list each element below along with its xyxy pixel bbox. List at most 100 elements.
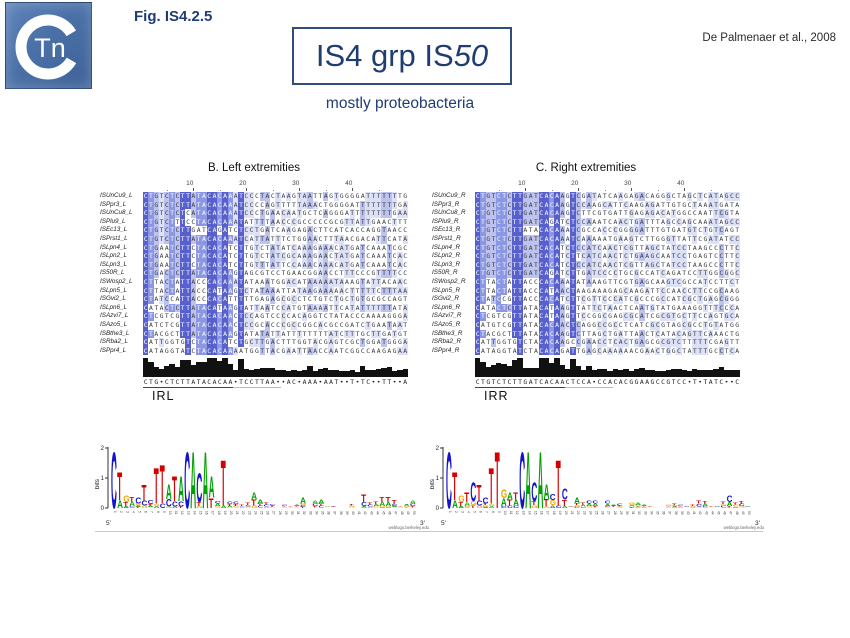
svg-text:T: T: [678, 506, 684, 507]
sequence-name: ISLpn3_L: [100, 260, 127, 268]
histogram-bar: [148, 362, 154, 377]
sequence-name: ISRba2_R: [432, 338, 462, 346]
histogram-bar: [623, 369, 629, 377]
sequence-name: ISPlu9_L: [100, 217, 126, 225]
consensus-sequence: CTGTCTCTTGATCACAACTCCA•CCACACGGAAGCCGTCC…: [475, 378, 740, 388]
alignment-row: ISLpn4_L CTGAATCTTCTACACATCTTGTCTATATCAAA…: [100, 243, 408, 253]
svg-text:A: A: [123, 506, 130, 508]
histogram-bar: [354, 372, 361, 377]
ruler-tick-label: 30: [292, 180, 300, 187]
alignment-row: ISLpn3_R CTGTCTCTTGATCACATCTCCATCAACTCGTT…: [432, 260, 740, 270]
svg-text:43: 43: [704, 511, 708, 515]
svg-text:G: G: [251, 505, 258, 509]
svg-text:18: 18: [552, 511, 556, 515]
svg-text:8: 8: [156, 511, 160, 513]
sequence-name: ISWosp2_R: [432, 277, 466, 285]
svg-text:34: 34: [314, 511, 318, 515]
histogram-bar: [718, 367, 724, 377]
svg-text:A: A: [294, 505, 301, 507]
histogram-bar: [475, 358, 481, 377]
svg-text:50: 50: [747, 511, 751, 515]
histogram-bar: [570, 359, 576, 377]
svg-text:C: C: [458, 507, 465, 508]
svg-text:42: 42: [698, 511, 702, 515]
histogram-bar: [649, 370, 656, 377]
svg-text:C: C: [233, 501, 240, 505]
alignment-row: ISGvi2_L CTATCCATTACCCACATTTTTGAGAGCGCCTC…: [100, 295, 408, 304]
histogram-bar: [195, 362, 202, 377]
svg-text:T: T: [233, 504, 238, 507]
svg-text:C: C: [501, 506, 508, 509]
svg-text:G: G: [721, 504, 728, 507]
svg-text:45: 45: [381, 511, 385, 515]
histogram-bar: [533, 368, 539, 377]
histogram-bar: [660, 371, 666, 377]
svg-text:C: C: [464, 507, 471, 508]
svg-text:C: C: [721, 506, 728, 509]
histogram-bar: [697, 370, 703, 377]
histogram-bar: [580, 370, 587, 377]
svg-text:C: C: [477, 499, 483, 507]
svg-text:G: G: [166, 507, 173, 509]
svg-text:11: 11: [174, 511, 178, 515]
svg-text:44: 44: [375, 511, 379, 515]
svg-text:T: T: [647, 507, 653, 508]
logo-ytick: 2: [436, 446, 440, 452]
svg-text:17: 17: [546, 511, 550, 515]
svg-text:A: A: [733, 507, 740, 508]
logo-ytick: 0: [101, 506, 105, 512]
svg-text:33: 33: [308, 511, 312, 515]
histogram-bar: [185, 360, 191, 377]
svg-text:G: G: [477, 505, 484, 509]
histogram-bar: [397, 370, 403, 377]
ruler-dot: [657, 190, 659, 191]
ruler-tick-label: 40: [345, 180, 353, 187]
svg-text:14: 14: [527, 511, 531, 515]
logo-ytick: 2: [101, 446, 105, 452]
svg-text:G: G: [678, 508, 685, 509]
svg-text:48: 48: [735, 511, 739, 515]
svg-text:A: A: [678, 507, 685, 508]
sequence-name: IS50R_L: [100, 269, 125, 277]
sequence-name: ISPpr4_R: [432, 346, 460, 354]
svg-text:15: 15: [198, 511, 202, 515]
histogram-bar: [586, 366, 592, 377]
svg-text:T: T: [702, 501, 707, 505]
svg-text:47: 47: [729, 511, 733, 515]
svg-text:G: G: [392, 507, 399, 508]
svg-text:C: C: [215, 501, 221, 505]
alignment-row: ISPrst1_R CTGTCTCTTGATCACAAATCAAAAATGAAGT…: [432, 234, 740, 244]
sequence-name: ISBthe3_L: [100, 329, 130, 337]
svg-text:21: 21: [570, 511, 574, 515]
sequence-name: ISGvi2_R: [432, 295, 459, 303]
svg-text:G: G: [574, 505, 581, 507]
svg-text:G: G: [300, 504, 307, 506]
svg-text:T: T: [227, 504, 232, 507]
svg-text:49: 49: [406, 511, 410, 515]
sequence-name: ISPpr3_L: [100, 200, 127, 208]
ruler-tick-label: 10: [518, 180, 526, 187]
svg-text:A: A: [148, 506, 155, 508]
svg-text:C: C: [331, 507, 337, 508]
histogram-bar: [723, 370, 730, 377]
histogram-bar: [402, 369, 408, 377]
svg-text:T: T: [386, 495, 391, 504]
histogram-bar: [480, 362, 486, 377]
histogram-bar: [639, 368, 645, 377]
svg-text:T: T: [452, 465, 457, 509]
svg-text:C: C: [239, 506, 246, 507]
svg-text:T: T: [495, 437, 500, 526]
svg-text:C: C: [519, 437, 525, 526]
svg-text:A: A: [245, 507, 252, 508]
svg-text:C: C: [733, 507, 739, 508]
alignment-row: IS50R_L CTGACTCTTATACACAAGTAGCGTCCTGAACGG…: [100, 269, 408, 278]
svg-text:T: T: [257, 503, 262, 506]
svg-text:7: 7: [485, 511, 489, 513]
svg-text:G: G: [739, 506, 746, 508]
svg-text:6: 6: [479, 511, 483, 513]
svg-text:T: T: [477, 480, 482, 505]
svg-text:46: 46: [388, 511, 392, 515]
svg-text:C: C: [739, 503, 745, 507]
histogram-bar: [206, 358, 212, 377]
ruler-dot: [551, 190, 553, 191]
